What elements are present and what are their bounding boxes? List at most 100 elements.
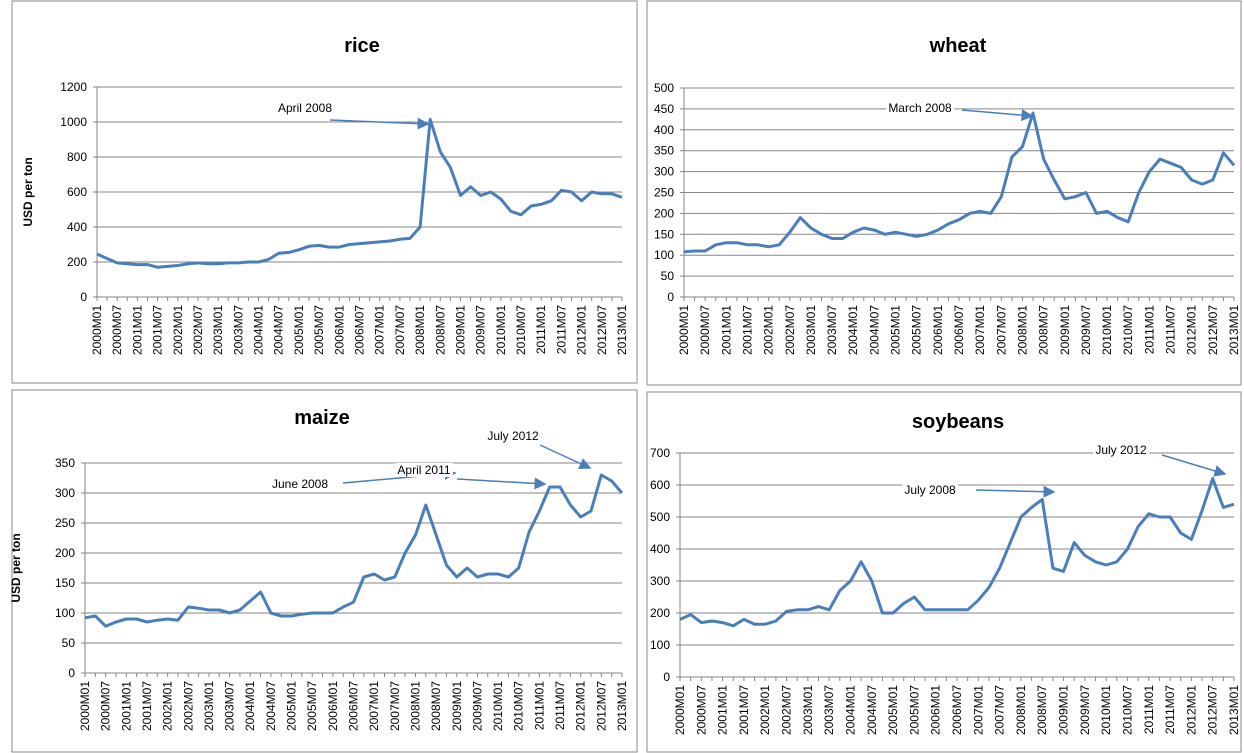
x-tick-label: 2010M07 [1120, 685, 1134, 735]
y-tick-label: 200 [67, 255, 87, 269]
y-tick-label: 400 [654, 123, 674, 137]
annotation: April 2011 [397, 463, 450, 477]
y-tick-label: 150 [55, 576, 75, 590]
x-tick-label: 2005M01 [889, 305, 903, 355]
x-tick-label: 2006M07 [950, 685, 964, 735]
x-tick-label: 2011M07 [554, 305, 568, 354]
x-tick-label: 2005M07 [312, 305, 326, 355]
y-tick-label: 50 [62, 636, 76, 650]
x-tick-label: 2009M07 [1079, 305, 1093, 355]
x-tick-label: 2008M01 [1014, 685, 1028, 735]
x-tick-label: 2000M07 [99, 681, 113, 731]
x-tick-label: 2003M07 [825, 305, 839, 355]
x-tick-label: 2006M07 [353, 305, 367, 355]
x-tick-label: 2007M07 [994, 305, 1008, 355]
x-tick-label: 2009M01 [450, 681, 464, 731]
annotation-bg [395, 463, 453, 477]
x-tick-label: 2001M01 [719, 305, 733, 355]
x-tick-label: 2004M01 [243, 681, 257, 731]
x-tick-label: 2007M01 [367, 681, 381, 731]
x-tick-label: 2002M07 [191, 305, 205, 355]
annotation-bg [485, 429, 542, 443]
x-tick-label: 2003M01 [202, 681, 216, 731]
x-tick-label: 2009M07 [1078, 685, 1092, 735]
x-tick-label: 2006M01 [332, 305, 346, 355]
x-tick-label: 2010M01 [1099, 685, 1113, 735]
panel-frame [11, 0, 638, 384]
annotation-bg [886, 101, 955, 115]
x-tick-label: 2004M01 [843, 685, 857, 735]
x-tick-label: 2010M01 [494, 305, 508, 355]
x-tick-label: 2004M07 [867, 305, 881, 355]
x-tick-label: 2000M01 [78, 681, 92, 731]
x-tick-label: 2006M01 [929, 685, 943, 735]
annotation-arrow [329, 117, 430, 130]
panel-frame [11, 389, 638, 753]
annotation: July 2012 [487, 429, 539, 443]
x-tick-label: 2011M01 [1142, 305, 1156, 354]
y-tick-label: 500 [654, 81, 674, 95]
x-tick-label: 2001M07 [737, 685, 751, 735]
x-tick-label: 2000M01 [673, 685, 687, 735]
y-tick-label: 100 [55, 606, 75, 620]
x-tick-label: 2004M01 [846, 305, 860, 355]
x-tick-label: 2006M07 [952, 305, 966, 355]
x-tick-label: 2010M01 [491, 681, 505, 731]
y-tick-label: 250 [55, 516, 75, 530]
x-tick-label: 2003M07 [822, 685, 836, 735]
x-tick-label: 2002M07 [780, 685, 794, 735]
x-tick-label: 2004M07 [272, 305, 286, 355]
x-tick-label: 2007M01 [373, 305, 387, 355]
annotation-arrow [975, 485, 1056, 498]
y-tick-label: 50 [661, 269, 675, 283]
annotation-arrow [456, 477, 547, 490]
y-tick-label: 600 [67, 185, 87, 199]
y-tick-label: 700 [650, 446, 670, 460]
annotation-bg [1093, 443, 1150, 457]
y-tick-label: 1000 [60, 115, 87, 129]
x-tick-label: 2009M01 [453, 305, 467, 355]
y-axis-title: USD per ton [21, 157, 35, 226]
x-tick-label: 2005M01 [886, 685, 900, 735]
x-tick-label: 2003M01 [801, 685, 815, 735]
x-tick-label: 2008M01 [1015, 305, 1029, 355]
x-tick-label: 2006M07 [347, 681, 361, 731]
x-tick-label: 2012M07 [594, 681, 608, 731]
y-tick-label: 350 [55, 456, 75, 470]
x-tick-label: 2011M01 [1142, 685, 1156, 734]
x-tick-label: 2004M01 [252, 305, 266, 355]
y-tick-label: 300 [654, 165, 674, 179]
x-tick-label: 2002M01 [171, 305, 185, 355]
x-tick-label: 2010M07 [512, 681, 526, 731]
y-tick-label: 300 [55, 486, 75, 500]
x-tick-label: 2010M07 [514, 305, 528, 355]
annotation: April 2008 [278, 101, 332, 115]
x-tick-label: 2003M01 [211, 305, 225, 355]
x-tick-label: 2012M07 [1206, 305, 1220, 355]
y-tick-label: 150 [654, 227, 674, 241]
y-tick-label: 250 [654, 186, 674, 200]
series-line [683, 111, 1236, 254]
annotation-arrow [1161, 454, 1227, 477]
panel-frame [646, 391, 1242, 753]
x-tick-label: 2002M07 [783, 305, 797, 355]
panel-frame [646, 0, 1242, 386]
x-tick-label: 2008M07 [433, 305, 447, 355]
x-tick-label: 2000M01 [90, 305, 104, 355]
x-tick-label: 2011M07 [553, 681, 567, 730]
x-tick-label: 2003M01 [804, 305, 818, 355]
y-tick-label: 200 [55, 546, 75, 560]
chart-title: rice [344, 35, 380, 57]
x-tick-label: 2002M01 [762, 305, 776, 355]
x-tick-label: 2008M01 [408, 681, 422, 731]
x-tick-label: 2012M07 [1206, 685, 1220, 735]
y-tick-label: 300 [650, 574, 670, 588]
annotation-bg [275, 101, 335, 115]
x-tick-label: 2007M01 [973, 305, 987, 355]
x-tick-label: 2013M01 [1227, 685, 1241, 735]
series-line [96, 117, 623, 269]
x-tick-label: 2010M01 [1100, 305, 1114, 355]
x-tick-label: 2008M07 [1035, 685, 1049, 735]
chart-title: maize [294, 407, 350, 429]
